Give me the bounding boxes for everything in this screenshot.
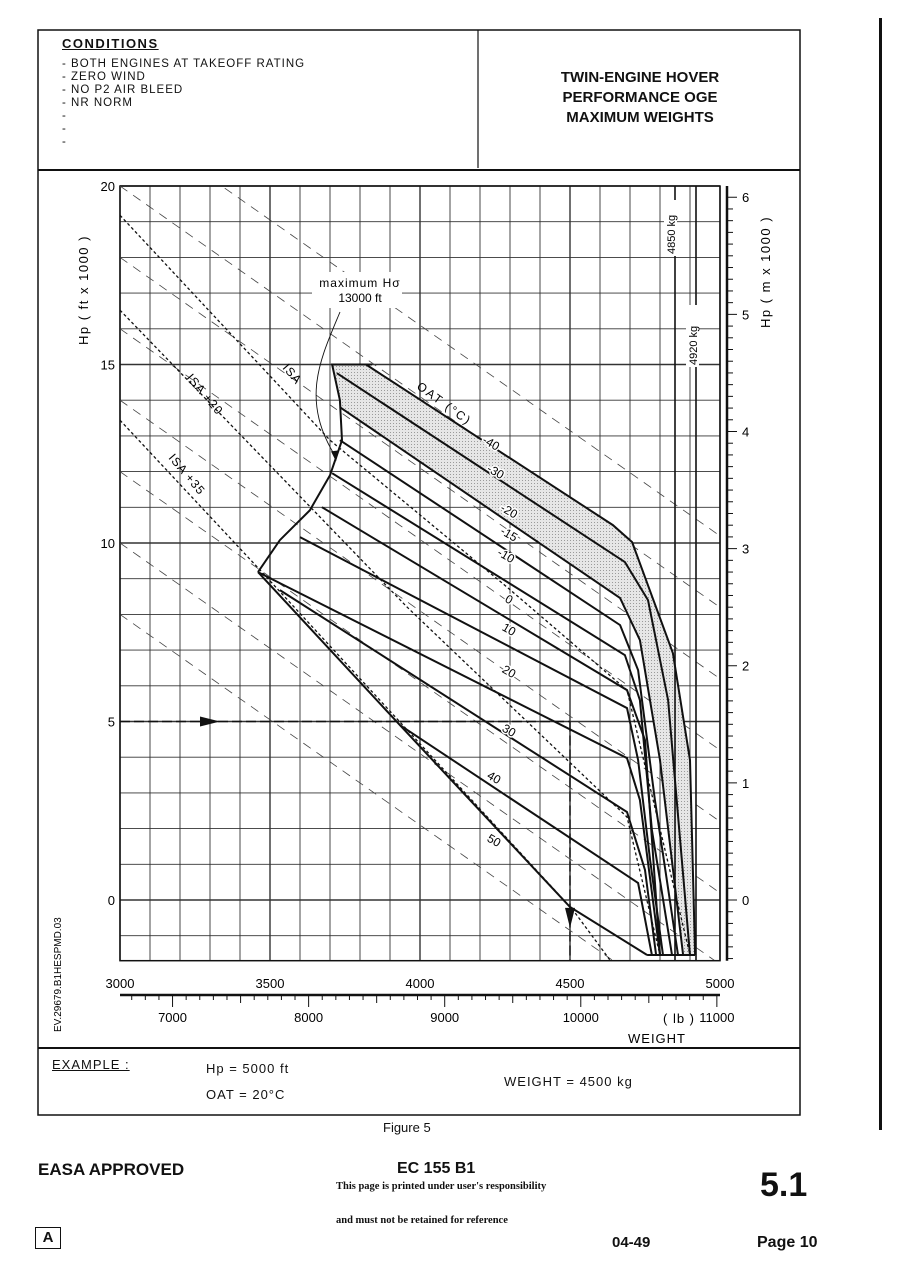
figure-caption: Figure 5	[383, 1120, 431, 1135]
oat-line	[257, 571, 661, 956]
isa-line	[120, 309, 661, 956]
y-tick-label-left: 20	[101, 179, 115, 194]
change-bar	[879, 18, 882, 1130]
example-label: EXAMPLE :	[52, 1057, 130, 1072]
x-tick-label-lb: 10000	[563, 1010, 599, 1025]
condition-item: -	[62, 136, 67, 148]
y-tick-label-left: 5	[108, 715, 115, 730]
oat-line	[365, 363, 697, 956]
page-frame	[37, 29, 801, 1116]
revision-date: 04-49	[612, 1234, 651, 1251]
title-line: MAXIMUM WEIGHTS	[566, 109, 714, 126]
guide-line	[120, 257, 721, 680]
weight-limit-label-4920: 4920 kg	[688, 326, 700, 365]
example-hp: Hp = 5000 ft	[206, 1061, 290, 1076]
guide-line	[120, 542, 715, 960]
y-tick-label-right: 6	[742, 190, 749, 205]
condition-item: - BOTH ENGINES AT TAKEOFF RATING	[62, 58, 306, 70]
title-line: TWIN-ENGINE HOVER	[560, 69, 720, 86]
isa-plus-20-label: ISA +20	[184, 371, 226, 418]
annotation-13000-ft: 13000 ft	[338, 291, 382, 305]
annotation-max-hs: maximum Hσ	[319, 276, 400, 290]
weight-label-bg	[664, 200, 677, 256]
y-tick-label-right: 5	[742, 307, 749, 322]
oat-line	[336, 372, 691, 956]
oat-line-label: -10	[495, 545, 517, 566]
condition-item: -	[62, 123, 67, 135]
x-tick-label-lb: 8000	[294, 1010, 323, 1025]
x-tick-label-lb: 7000	[158, 1010, 187, 1025]
guide-line	[120, 328, 721, 751]
oat-line	[257, 571, 648, 956]
y-axis-label-left: Hp ( ft x 1000 )	[76, 235, 91, 345]
condition-item: - NR NORM	[62, 97, 133, 109]
example-oat: OAT = 20°C	[206, 1087, 286, 1102]
condition-item: - NO P2 AIR BLEED	[62, 84, 184, 96]
example-arrow-right-icon	[200, 716, 220, 727]
x-tick-label-kg: 3500	[256, 976, 285, 991]
oat-line	[339, 439, 679, 956]
x-axis-unit-label: ( lb )	[663, 1011, 695, 1026]
print-notice-1: This page is printed under user's respon…	[336, 1181, 547, 1192]
x-tick-label-lb: 9000	[430, 1010, 459, 1025]
guide-line	[120, 399, 721, 822]
oat-line	[331, 472, 673, 956]
x-tick-label-kg: 3000	[106, 976, 135, 991]
page-number: Page 10	[757, 1234, 818, 1251]
x-tick-label-kg: 5000	[706, 976, 735, 991]
y-axis-label-right: Hp ( m x 1000 )	[758, 216, 773, 328]
condition-item: -	[62, 110, 67, 122]
y-tick-label-right: 4	[742, 424, 749, 439]
chart-labels: Hp ( ft x 1000 ) Hp ( m x 1000 ) ( lb ) …	[53, 200, 773, 1046]
isa-line	[120, 419, 611, 960]
conditions-list: - BOTH ENGINES AT TAKEOFF RATING - ZERO …	[62, 58, 305, 149]
section-number: 5.1	[760, 1166, 808, 1204]
example-weight: WEIGHT = 4500 kg	[504, 1074, 633, 1089]
axes: -40-30-20-15-100102030405005101520012345…	[101, 179, 750, 1025]
shaded-band	[332, 364, 696, 955]
approval-label: EASA APPROVED	[38, 1160, 185, 1179]
oat-line	[321, 506, 661, 956]
weight-limit-label-4850: 4850 kg	[666, 215, 678, 254]
conditions-heading: CONDITIONS	[62, 36, 159, 51]
y-tick-label-left: 0	[108, 893, 115, 908]
y-tick-label-right: 3	[742, 542, 749, 557]
oat-line-label: 30	[500, 721, 519, 740]
x-tick-label-lb: 11000	[699, 1010, 734, 1025]
guide-line	[220, 186, 721, 537]
guide-line	[120, 471, 721, 894]
revision-box: A	[35, 1227, 61, 1249]
plot-border	[119, 185, 721, 962]
annotation-arrow	[315, 311, 341, 458]
oat-line	[279, 589, 658, 956]
y-tick-label-right: 1	[742, 776, 749, 791]
y-tick-label-left: 10	[101, 536, 115, 551]
y-tick-label-right: 0	[742, 893, 749, 908]
y-tick-label-right: 2	[742, 659, 749, 674]
title-line: PERFORMANCE OGE	[562, 89, 718, 106]
y-tick-label-left: 15	[101, 358, 115, 373]
oat-line	[299, 536, 664, 956]
annotation-arrowhead-icon	[331, 450, 339, 462]
x-axis-label: WEIGHT	[628, 1031, 686, 1046]
chart-title: TWIN-ENGINE HOVER PERFORMANCE OGE MAXIMU…	[490, 68, 790, 128]
x-tick-label-kg: 4000	[406, 976, 435, 991]
document-code: EV.29679.B1HESPMD.03	[53, 917, 64, 1032]
model-label: EC 155 B1	[397, 1160, 476, 1177]
condition-item: - ZERO WIND	[62, 71, 146, 83]
oat-line	[339, 406, 685, 956]
plot-area	[120, 186, 721, 960]
oat-line	[399, 724, 653, 956]
print-notice-2: and must not be retained for reference	[336, 1215, 508, 1226]
weight-label-bg	[686, 305, 699, 367]
x-tick-label-kg: 4500	[556, 976, 585, 991]
grid	[119, 185, 721, 962]
annotation-background	[312, 272, 402, 308]
example-arrow-down-icon	[565, 907, 575, 928]
